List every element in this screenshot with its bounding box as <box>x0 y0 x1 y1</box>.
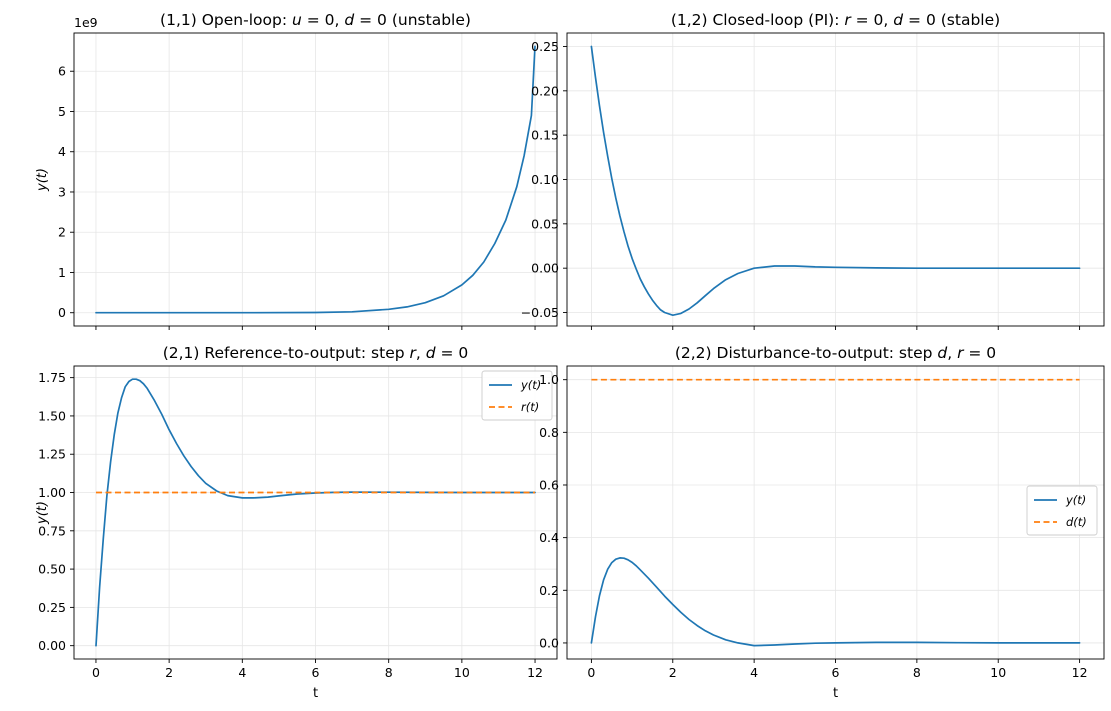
y-tick-label: 1.00 <box>38 485 66 500</box>
legend-label: y(t) <box>520 378 541 392</box>
title-part: r <box>957 344 965 362</box>
title-part: = 0, <box>302 11 345 29</box>
subplot-p22: 0 2 4 6 8 10 12 0.0 0.2 0.4 0.6 0.8 1.0 (2,2) Disturb… <box>539 344 1105 701</box>
title-part: = 0, <box>851 11 894 29</box>
y-tick-label: 1 <box>58 265 66 280</box>
y-tick-label: 0.25 <box>531 39 559 54</box>
title-part: (1,1) Open-loop: <box>160 11 292 29</box>
y-tick-label: 5 <box>58 104 66 119</box>
y-tick-label: 3 <box>58 184 66 199</box>
subplot-p12: −0.05 0.00 0.05 0.10 0.15 0.20 0.25 (1,2) Close… <box>521 11 1105 330</box>
x-tick-label: 4 <box>750 665 758 680</box>
y-tick-label: 0 <box>58 305 66 320</box>
y-tick-label: 6 <box>58 64 66 79</box>
legend-label: d(t) <box>1066 515 1087 529</box>
chart-title: (1,2) Closed-loop (PI): r = 0, d = 0 (st… <box>671 11 1000 29</box>
title-part: = 0 <box>963 344 996 362</box>
series-line-yt <box>95 45 536 314</box>
y-tick-label: 2 <box>58 225 66 240</box>
y-tick-label: 4 <box>58 144 66 159</box>
y-tick-label: 0.0 <box>539 635 559 650</box>
y-tick-label: 0.00 <box>38 638 66 653</box>
legend: y(t) r(t) <box>481 370 553 421</box>
x-tick-label: 8 <box>385 665 393 680</box>
x-tick-label: 12 <box>527 665 543 680</box>
title-part: = 0 (stable) <box>903 11 1000 29</box>
legend-label: r(t) <box>521 400 539 414</box>
y-tick-label: 0.20 <box>531 83 559 98</box>
series-line-yt <box>590 557 1081 647</box>
y-tick-label: 0.05 <box>531 216 559 231</box>
y-tick-label: 1.25 <box>38 447 66 462</box>
y-tick-label: −0.05 <box>521 305 559 320</box>
title-part: d <box>426 344 436 362</box>
title-part: , <box>947 344 957 362</box>
x-tick-label: 4 <box>238 665 246 680</box>
title-part: = 0 (unstable) <box>354 11 471 29</box>
x-tick-label: 2 <box>165 665 173 680</box>
title-part: d <box>344 11 354 29</box>
x-axis-label: t <box>833 686 838 701</box>
title-part: r <box>410 344 418 362</box>
y-tick-label: 0.00 <box>531 261 559 276</box>
y-tick-label: 0.50 <box>38 562 66 577</box>
title-part: d <box>893 11 903 29</box>
x-tick-label: 10 <box>990 665 1006 680</box>
title-part: , <box>416 344 426 362</box>
title-part: r <box>844 11 852 29</box>
chart-title: (2,2) Disturbance-to-output: step d, r =… <box>675 344 996 362</box>
title-part: (2,2) Disturbance-to-output: step <box>675 344 938 362</box>
subplot-p21: 0 2 4 6 8 10 12 0.00 0.25 0.50 0.75 1.00 1.25 1.50 1.7… <box>35 344 558 701</box>
y-tick-label: 0.4 <box>539 530 559 545</box>
y-tick-label: 1.75 <box>38 370 66 385</box>
title-part: d <box>937 344 947 362</box>
y-axis-label: y(t) <box>35 168 50 192</box>
title-part: (2,1) Reference-to-output: step <box>163 344 410 362</box>
y-tick-label: 1.0 <box>539 372 559 387</box>
y-tick-label: 0.10 <box>531 172 559 187</box>
x-tick-label: 12 <box>1072 665 1088 680</box>
y-axis-label: y(t) <box>35 501 50 525</box>
y-tick-label: 0.2 <box>539 583 559 598</box>
chart-title: (2,1) Reference-to-output: step r, d = 0 <box>163 344 469 362</box>
y-tick-label: 1.50 <box>38 408 66 423</box>
subplot-p11: 0 1 2 3 4 5 6 1e9 (1,1) Open-loop: u = 0, d = 0 … <box>35 11 558 330</box>
legend: y(t) d(t) <box>1026 485 1098 536</box>
series-line-yt <box>95 378 536 647</box>
y-tick-label: 0.6 <box>539 477 559 492</box>
x-tick-label: 0 <box>587 665 595 680</box>
y-tick-label: 0.15 <box>531 128 559 143</box>
title-part: u <box>292 11 302 29</box>
title-part: = 0 <box>436 344 469 362</box>
x-tick-label: 0 <box>92 665 100 680</box>
x-tick-label: 10 <box>454 665 470 680</box>
y-axis-multiplier: 1e9 <box>74 15 98 30</box>
x-tick-label: 6 <box>312 665 320 680</box>
x-axis-label: t <box>313 686 318 701</box>
series-line-yt <box>590 45 1081 317</box>
y-tick-label: 0.25 <box>38 600 66 615</box>
y-tick-label: 0.8 <box>539 425 559 440</box>
x-tick-label: 6 <box>832 665 840 680</box>
x-tick-label: 2 <box>669 665 677 680</box>
title-part: (1,2) Closed-loop (PI): <box>671 11 845 29</box>
x-tick-label: 8 <box>913 665 921 680</box>
legend-label: y(t) <box>1065 493 1086 507</box>
y-tick-label: 0.75 <box>38 523 66 538</box>
chart-title: (1,1) Open-loop: u = 0, d = 0 (unstable) <box>160 11 471 29</box>
